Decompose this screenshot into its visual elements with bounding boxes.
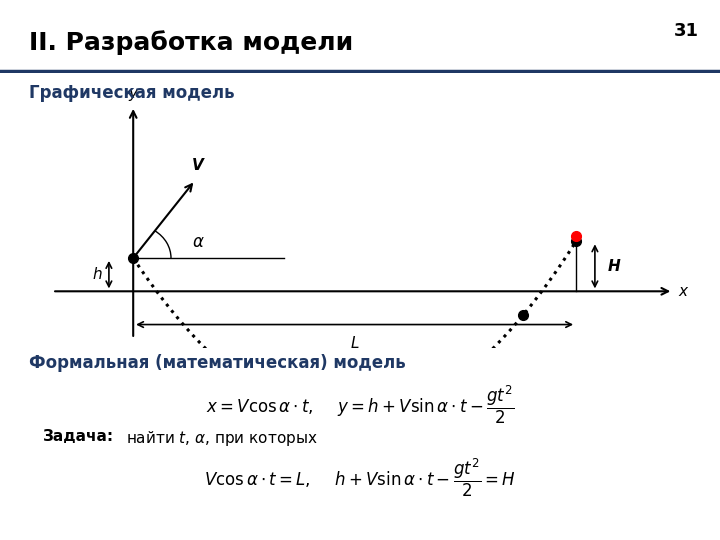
Text: h: h (92, 267, 102, 282)
Text: Формальная (математическая) модель: Формальная (математическая) модель (29, 354, 405, 372)
Text: $x = V\cos\alpha \cdot t,$    $y = h + V\sin\alpha \cdot t - \dfrac{gt^2}{2}$: $x = V\cos\alpha \cdot t,$ $y = h + V\si… (206, 383, 514, 426)
Text: II. Разработка модели: II. Разработка модели (29, 30, 353, 55)
Text: Графическая модель: Графическая модель (29, 84, 235, 102)
Text: x: x (679, 284, 688, 299)
Text: y: y (129, 86, 138, 102)
Text: H: H (608, 259, 620, 274)
Text: найти $t$, $\alpha$, при которых: найти $t$, $\alpha$, при которых (126, 429, 318, 448)
Text: V: V (192, 158, 204, 173)
Text: $V\cos\alpha \cdot t = L,$    $h + V\sin\alpha \cdot t - \dfrac{gt^2}{2} = H$: $V\cos\alpha \cdot t = L,$ $h + V\sin\al… (204, 456, 516, 498)
Text: Задача:: Задача: (43, 429, 114, 444)
Text: L: L (351, 336, 359, 352)
Text: 31: 31 (673, 22, 698, 39)
Text: α: α (193, 233, 204, 251)
